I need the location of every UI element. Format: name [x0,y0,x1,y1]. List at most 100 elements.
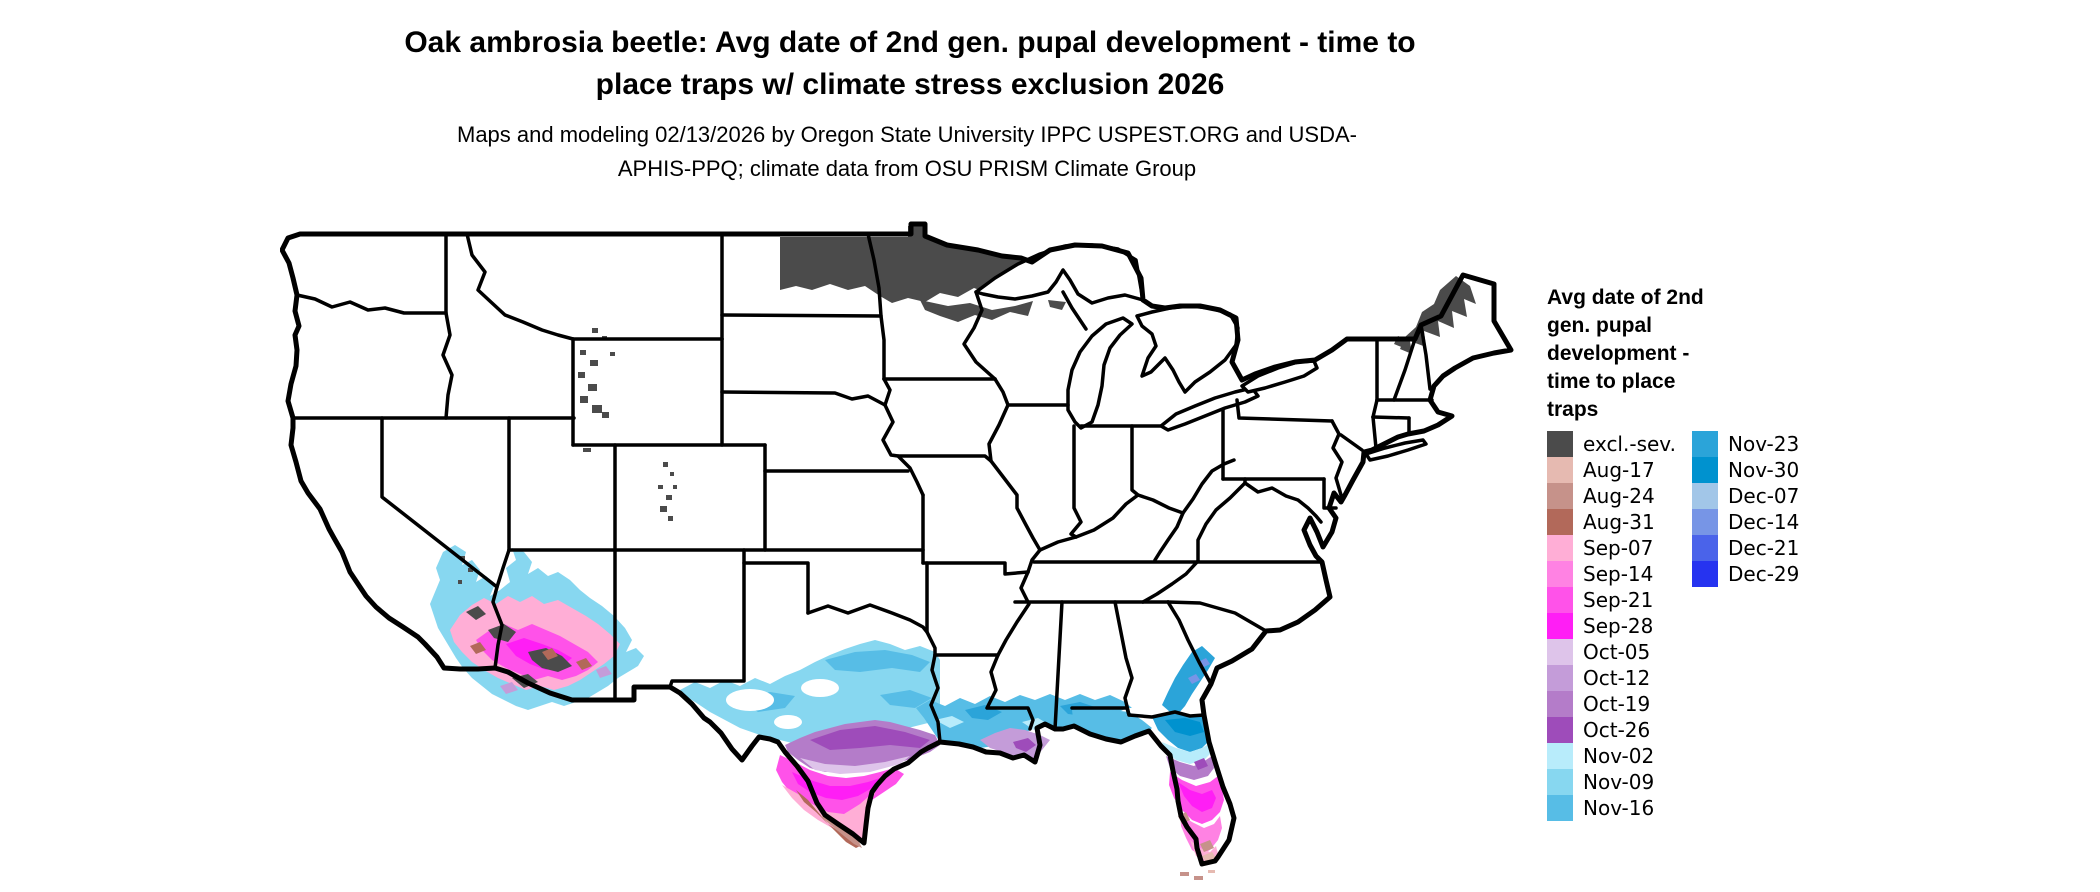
speck [668,516,673,521]
map-region-south-texas [680,640,940,848]
speck [580,396,588,403]
border-ny-ma [1371,398,1379,419]
border-tx-la [929,653,942,744]
legend-row: Aug-31 [1547,509,1676,535]
border-ny-pa [1235,398,1334,423]
speck [610,352,615,356]
border-ny-ct [1371,415,1378,450]
legend-label: Dec-21 [1728,536,1800,560]
legend-swatch-nov-16 [1547,795,1573,821]
fl-tip-pale [1202,852,1216,862]
long-island [1364,438,1428,462]
border-nd-sd [720,313,883,318]
border-mn-wi [962,290,997,381]
border-ma-ct-ri [1371,415,1411,420]
fl-magenta-core [1178,782,1216,812]
az-purple-fleck [500,682,518,694]
fl-brown-spot [1200,840,1214,852]
tx-purple-dark [810,726,930,750]
az-excl-patch [466,606,486,620]
legend-label: Oct-19 [1583,692,1651,716]
tx-purple-light [800,756,910,774]
legend-swatch-nov-23 [1692,431,1718,457]
legend-swatch-oct-26 [1547,717,1573,743]
border-delaware-river [1330,419,1344,504]
legend-label: Aug-31 [1583,510,1655,534]
gulf-blue-light-patch [1022,718,1048,730]
border-sd-ia [882,377,892,407]
legend-label: Oct-12 [1583,666,1651,690]
border-wa-or [295,293,448,315]
border-vt-nh [1392,337,1417,402]
az-purple-fleck [596,666,612,678]
legend-label: Nov-02 [1583,744,1655,768]
az-excl-speck [468,568,473,572]
legend-label: Dec-14 [1728,510,1800,534]
legend-swatch-oct-12 [1547,665,1573,691]
az-brown-spot [542,648,558,660]
speck [602,412,609,418]
legend-row: Sep-28 [1547,613,1676,639]
conus-outline [280,221,1514,867]
tx-white-hole [774,715,802,729]
border-red-river [806,603,929,634]
great-lakes [974,243,1428,462]
legend-label: Nov-16 [1583,796,1655,820]
legend-label: Aug-24 [1583,484,1655,508]
border-ohio-river [1038,458,1236,552]
up-excl-speck [1048,300,1066,310]
legend-row: Dec-29 [1692,561,1799,587]
legend-swatch-aug-24 [1547,483,1573,509]
legend-swatch-oct-19 [1547,691,1573,717]
legend-swatch-nov-30 [1692,457,1718,483]
tx-blue-dark-patch [880,690,932,708]
legend-swatch-sep-28 [1547,613,1573,639]
legend-swatch-aug-31 [1547,509,1573,535]
speck [658,485,663,489]
legend-row: Nov-02 [1547,743,1676,769]
border-mn-west [866,232,886,381]
state-boundaries [291,232,1434,744]
border-ok-panhandle [742,548,810,615]
speck [666,495,672,500]
border-nc-tn [1141,559,1200,604]
legend-label: Nov-23 [1728,432,1800,456]
legend-swatch-sep-07 [1547,535,1573,561]
fl-north-blue-dark [1165,718,1204,736]
fl-keys-speck [1194,876,1203,880]
tx-white-hole [726,689,774,711]
legend-row: Dec-21 [1692,535,1799,561]
map-region-minnesota-exclusion [780,226,1066,322]
map-title: Oak ambrosia beetle: Avg date of 2nd gen… [404,26,1416,101]
border-tn-mo-river [1026,548,1042,574]
legend-column-1: excl.-sev. Aug-17 Aug-24 Aug-31 Sep-07 S… [1547,431,1676,821]
border-me-nh [1419,323,1432,391]
legend-swatch-dec-07 [1692,483,1718,509]
legend-column-2: Nov-23 Nov-30 Dec-07 Dec-14 Dec-21 Dec-2… [1692,431,1799,587]
border-nc-sc [1166,600,1268,633]
border-ky-va [1153,511,1185,562]
border-sd-ne [720,390,887,407]
legend-row: excl.-sev. [1547,431,1676,457]
legend-label: Oct-05 [1583,640,1651,664]
la-delta-purple-dark [1013,738,1036,752]
legend-label: Nov-09 [1583,770,1655,794]
legend-row: Dec-07 [1692,483,1799,509]
border-al-ga [1113,600,1134,717]
border-ms-al [1053,600,1064,731]
border-ar-ok [925,561,937,657]
speck [578,372,585,378]
border-mt-id [465,232,575,341]
az-brown-spot [576,658,592,670]
legend-swatch-sep-14 [1547,561,1573,587]
us-map-svg [280,221,1514,880]
border-ga-sc [1166,600,1213,686]
legend-swatch-nov-02 [1547,743,1573,769]
legend-swatch-sep-21 [1547,587,1573,613]
legend-label: Aug-17 [1583,458,1655,482]
legend-row: Oct-19 [1547,691,1676,717]
legend-row: Nov-30 [1692,457,1799,483]
speck [590,360,598,366]
legend-swatch-nov-09 [1547,769,1573,795]
